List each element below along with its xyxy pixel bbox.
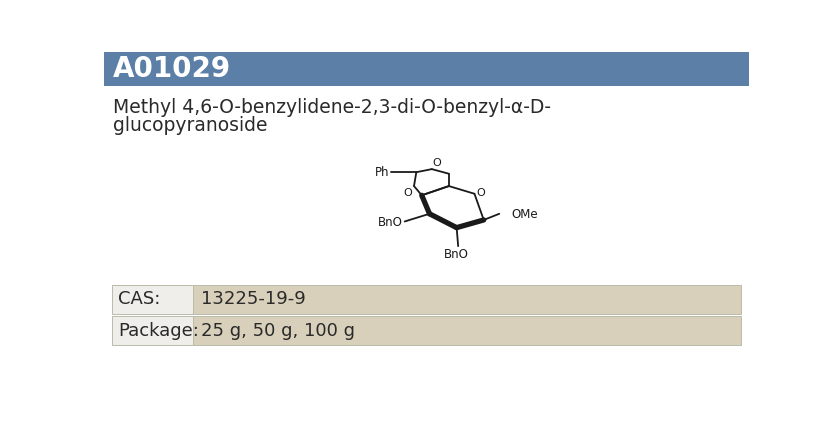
FancyBboxPatch shape — [111, 285, 193, 314]
Text: glucopyranoside: glucopyranoside — [113, 116, 268, 135]
Text: O: O — [477, 188, 486, 198]
FancyBboxPatch shape — [193, 316, 741, 345]
FancyBboxPatch shape — [193, 285, 741, 314]
Text: BnO: BnO — [444, 248, 469, 261]
FancyBboxPatch shape — [104, 52, 749, 86]
Text: Package:: Package: — [118, 322, 199, 340]
Text: 25 g, 50 g, 100 g: 25 g, 50 g, 100 g — [201, 322, 355, 340]
Text: O: O — [404, 187, 413, 197]
Text: OMe: OMe — [512, 208, 538, 221]
FancyBboxPatch shape — [111, 316, 193, 345]
Text: 13225-19-9: 13225-19-9 — [201, 290, 305, 308]
Text: A01029: A01029 — [113, 55, 231, 83]
Text: BnO: BnO — [379, 216, 404, 229]
Text: Methyl 4,6-O-benzylidene-2,3-di-O-benzyl-α-D-: Methyl 4,6-O-benzylidene-2,3-di-O-benzyl… — [113, 98, 552, 117]
Text: CAS:: CAS: — [118, 290, 161, 308]
Text: Ph: Ph — [374, 166, 389, 179]
Text: O: O — [433, 158, 441, 168]
